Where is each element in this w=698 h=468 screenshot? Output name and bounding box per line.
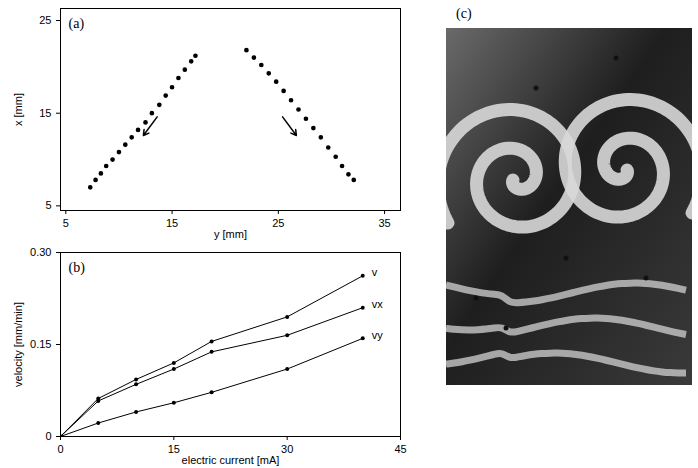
- svg-text:velocity [mm/min]: velocity [mm/min]: [12, 302, 24, 387]
- svg-text:y [mm]: y [mm]: [214, 228, 247, 240]
- svg-text:0: 0: [57, 443, 63, 455]
- svg-text:45: 45: [394, 443, 406, 455]
- svg-text:0.15: 0.15: [30, 338, 51, 350]
- svg-text:25: 25: [39, 14, 51, 26]
- svg-text:30: 30: [281, 443, 293, 455]
- svg-text:5: 5: [45, 199, 51, 211]
- svg-text:vx: vx: [372, 298, 384, 310]
- svg-text:(a): (a): [69, 16, 85, 32]
- svg-text:v: v: [372, 266, 378, 278]
- svg-text:electric current [mA]: electric current [mA]: [182, 454, 280, 466]
- svg-text:x [mm]: x [mm]: [12, 93, 24, 126]
- svg-text:35: 35: [378, 217, 390, 229]
- svg-text:25: 25: [272, 217, 284, 229]
- svg-text:15: 15: [168, 443, 180, 455]
- svg-text:(b): (b): [69, 260, 86, 276]
- svg-text:5: 5: [63, 217, 69, 229]
- html-text:(c): (c): [456, 6, 472, 21]
- svg-text:15: 15: [166, 217, 178, 229]
- svg-text:0: 0: [45, 430, 51, 442]
- svg-text:vy: vy: [372, 329, 384, 341]
- svg-text:15: 15: [39, 107, 51, 119]
- svg-text:0.30: 0.30: [30, 246, 51, 258]
